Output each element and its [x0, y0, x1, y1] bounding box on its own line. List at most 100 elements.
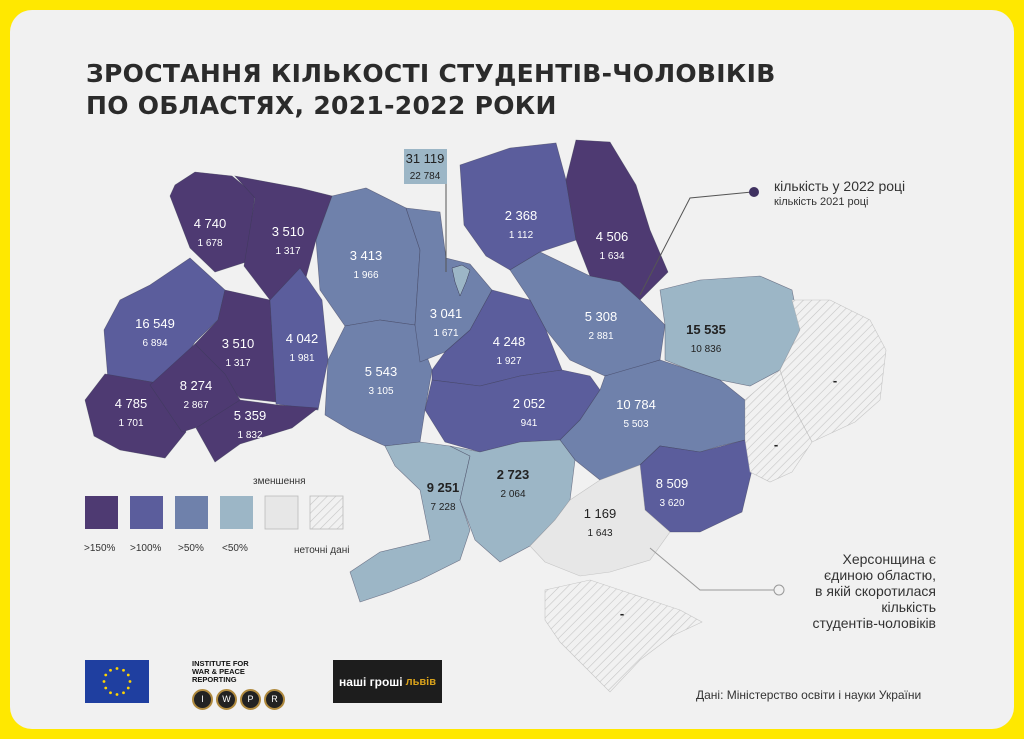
region-crimea-2022-value: - [620, 606, 624, 621]
legend-swatch-decrease [264, 495, 299, 530]
region-zhytomyr-2022-value: 3 413 [350, 248, 383, 263]
region-ivano-frankivsk-2021-value: 2 867 [183, 400, 208, 411]
region-kharkiv-2022-value: 15 535 [686, 322, 726, 337]
legend-label-inaccurate: неточні дані [294, 545, 350, 556]
region-kyiv-city [451, 264, 471, 297]
nashi-groshi-logo: наші гроші львів [333, 660, 442, 703]
region-kharkiv-2021-value: 10 836 [691, 344, 722, 355]
iwpr-logo-text: INSTITUTE FOR WAR & PEACE REPORTING [192, 659, 249, 684]
iwpr-letter: W [216, 689, 237, 710]
region-volyn-2021-value: 1 678 [197, 238, 222, 249]
legend-label-100: >100% [130, 543, 162, 554]
kherson-note-line: єдиною областю, [824, 567, 936, 583]
eu-stars-icon [102, 667, 132, 696]
region-kyiv-oblast-2021-value: 1 671 [433, 328, 458, 339]
eu-star-icon [104, 686, 108, 690]
region-chernivtsi [195, 399, 319, 463]
legend-decrease-heading: зменшення [253, 476, 306, 487]
region-khmelnytskyi-2021-value: 1 981 [289, 353, 314, 364]
region-volyn-2022-value: 4 740 [194, 216, 227, 231]
eu-star-icon [115, 667, 119, 670]
kyiv-2022-value: 31 119 [406, 151, 445, 166]
iwpr-letter: I [192, 689, 213, 710]
key-2021-label: кількість 2021 році [774, 196, 869, 208]
region-donetsk-2022-value: - [774, 437, 778, 452]
data-source: Дані: Міністерство освіти і науки Україн… [696, 688, 922, 702]
region-cherkasy-2021-value: 1 927 [496, 356, 521, 367]
region-rivne-2022-value: 3 510 [272, 224, 305, 239]
eu-star-icon [104, 673, 108, 677]
region-chernihiv [459, 142, 577, 271]
title-line-2: ПО ОБЛАСТЯХ, 2021-2022 РОКИ [86, 91, 557, 120]
kherson-pointer-dot [773, 584, 785, 596]
iwpr-logo: INSTITUTE FOR WAR & PEACE REPORTING I W … [192, 659, 292, 710]
legend-swatch-over150 [85, 496, 118, 529]
region-kirovohrad-2022-value: 2 052 [513, 396, 546, 411]
region-mykolaiv-2022-value: 2 723 [497, 467, 530, 482]
region-odesa-2021-value: 7 228 [430, 502, 455, 513]
region-khmelnytskyi-2022-value: 4 042 [286, 331, 319, 346]
kherson-note: Херсонщина є єдиною областю, в якій скор… [812, 551, 936, 631]
region-kirovohrad-2021-value: 941 [521, 418, 538, 429]
region-donetsk [744, 369, 813, 483]
eu-star-icon [126, 673, 130, 677]
region-kherson-2021-value: 1 643 [587, 528, 612, 539]
eu-star-icon [128, 680, 132, 683]
region-zaporizhzhia-2021-value: 3 620 [659, 498, 684, 509]
legend-label-under50: <50% [222, 543, 248, 554]
region-vinnytsia [324, 319, 433, 447]
legend-swatch-under50 [220, 496, 253, 529]
region-poltava-2022-value: 5 308 [585, 309, 618, 324]
region-ivano-frankivsk-2022-value: 8 274 [180, 378, 213, 393]
region-vinnytsia-2022-value: 5 543 [365, 364, 398, 379]
region-zakarpattia-2021-value: 1 701 [118, 418, 143, 429]
region-sumy-2022-value: 4 506 [596, 229, 629, 244]
region-ternopil-2021-value: 1 317 [225, 358, 250, 369]
region-vinnytsia-2021-value: 3 105 [368, 386, 393, 397]
key-2022-label: кількість у 2022 році [774, 178, 906, 194]
region-rivne-2021-value: 1 317 [275, 246, 300, 257]
region-kherson-2022-value: 1 169 [584, 506, 617, 521]
region-crimea [544, 579, 703, 693]
eu-star-icon [115, 693, 119, 696]
region-cherkasy-2022-value: 4 248 [493, 334, 526, 349]
region-kyiv-oblast-2022-value: 3 041 [430, 306, 463, 321]
region-chernivtsi-2021-value: 1 832 [237, 430, 262, 441]
legend-label-150: >150% [84, 543, 116, 554]
region-luhansk [779, 299, 887, 443]
eu-star-icon [109, 668, 112, 672]
region-zaporizhzhia-2022-value: 8 509 [656, 476, 689, 491]
region-dnipro-2022-value: 10 784 [616, 397, 656, 412]
title-line-1: ЗРОСТАННЯ КІЛЬКОСТІ СТУДЕНТІВ-ЧОЛОВІКІВ [86, 59, 776, 88]
key-pointer-line [639, 191, 753, 296]
region-odesa [349, 441, 471, 603]
region-chernihiv-2021-value: 1 112 [509, 230, 534, 241]
legend-swatch-over100 [130, 496, 163, 529]
region-kherson [529, 464, 671, 577]
iwpr-letter: P [240, 689, 261, 710]
eu-star-icon [122, 691, 125, 695]
region-ternopil-2022-value: 3 510 [222, 336, 255, 351]
page-title: ЗРОСТАННЯ КІЛЬКОСТІ СТУДЕНТІВ-ЧОЛОВІКІВ … [86, 58, 776, 122]
legend-swatch-inaccurate [309, 495, 344, 530]
region-lviv-2021-value: 6 894 [142, 338, 167, 349]
eu-star-icon [102, 680, 106, 683]
kyiv-2021-value: 22 784 [410, 171, 441, 182]
legend-swatch-over50 [175, 496, 208, 529]
kherson-note-line: Херсонщина є [842, 551, 936, 567]
eu-star-icon [126, 686, 130, 690]
lviv-text: львів [405, 675, 436, 688]
region-zhytomyr-2021-value: 1 966 [353, 270, 378, 281]
kyiv-callout-box [404, 149, 447, 184]
eu-star-icon [109, 691, 112, 695]
eu-star-icon [122, 668, 125, 672]
region-zakarpattia-2022-value: 4 785 [115, 396, 148, 411]
region-sumy-2021-value: 1 634 [599, 251, 624, 262]
region-lviv-2022-value: 16 549 [135, 316, 175, 331]
kherson-pointer-line [649, 547, 775, 591]
legend-label-50: >50% [178, 543, 204, 554]
kherson-note-line: в якій скоротилася [815, 583, 936, 599]
region-mykolaiv-2021-value: 2 064 [500, 489, 525, 500]
region-chernihiv-2022-value: 2 368 [505, 208, 538, 223]
region-luhansk-2022-value: - [833, 373, 837, 388]
